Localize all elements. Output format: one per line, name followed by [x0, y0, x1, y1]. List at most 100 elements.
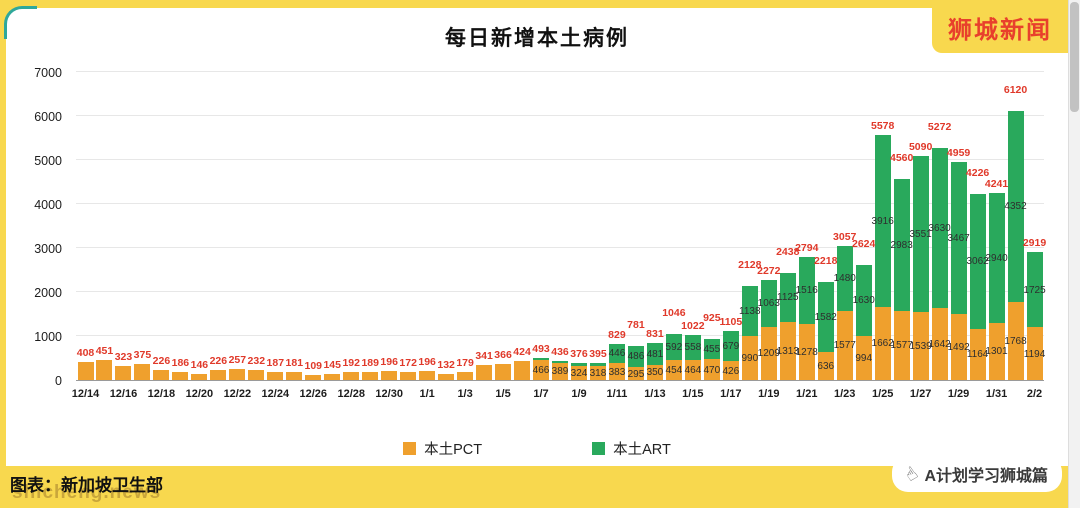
- bar-segment-art: [836, 245, 853, 311]
- bar-art-value-label: 1516: [795, 285, 818, 297]
- scrollbar[interactable]: [1068, 0, 1080, 508]
- bar-1/12: 295 486 781: [627, 319, 645, 380]
- bar-12/14: 408: [77, 347, 94, 380]
- bar-total-label: 375: [133, 348, 152, 361]
- x-axis: 12/14 12/16 12/18 12/20 12/22 12/24 12/26 12/28…: [72, 384, 1044, 406]
- bar-segment-art: [893, 179, 910, 311]
- bar-segment-pct: [172, 371, 189, 380]
- bar-segment-pct: [381, 371, 398, 380]
- scrollbar-thumb[interactable]: [1070, 2, 1079, 112]
- bar-total-label: 2624: [852, 237, 876, 250]
- pointing-hand-icon: ☝: [901, 462, 922, 485]
- bar-12/23: 232: [248, 355, 265, 380]
- bar-1/10: 318 395: [589, 348, 607, 380]
- bar-segment-pct: [684, 359, 701, 380]
- plot-area: 408 451 323 375 226 186 146 226 257 232 187 181 109 1…: [76, 71, 1047, 381]
- bar-segment-art: [798, 257, 815, 324]
- bar-total-label: 341: [475, 350, 493, 362]
- bar-segment-pct: [817, 352, 834, 380]
- bar-total-label: 226: [209, 355, 228, 368]
- bar-total-label: 408: [76, 347, 95, 360]
- bar-1/27: 1539 3551 5090: [909, 141, 932, 380]
- bar-pct-value-label: 1313: [776, 346, 799, 358]
- bar-total-label: 2919: [1022, 236, 1047, 249]
- bar-segment-art: [627, 345, 644, 368]
- bar-pct-value-label: 470: [703, 364, 721, 376]
- x-tick-label: 1/29: [947, 388, 970, 400]
- x-tick-label: 1/7: [533, 388, 549, 400]
- x-tick-label: 1/11: [606, 388, 628, 400]
- bar-segment-art: [874, 134, 891, 307]
- bar-total-label: 186: [171, 356, 190, 369]
- bar-segment-pct: [646, 364, 663, 380]
- bar-pct-value-label: 454: [665, 365, 683, 377]
- bar-pct-value-label: 990: [741, 353, 759, 365]
- bar-pct-value-label: 1164: [966, 349, 989, 361]
- x-tick-label: 12/20: [185, 388, 214, 400]
- bar-segment-pct: [77, 362, 94, 380]
- bar-segment-pct: [627, 367, 644, 380]
- y-tick-label: 0: [55, 374, 62, 388]
- bar-total-label: 925: [703, 312, 721, 325]
- bar-segment-pct: [134, 363, 151, 380]
- bar-segment-pct: [1026, 327, 1043, 380]
- bar-segment-pct: [570, 365, 587, 380]
- bar-1/14: 454 592 1046: [662, 307, 686, 380]
- bar-pct-value-label: 318: [589, 368, 607, 380]
- bar-total-label: 109: [304, 360, 323, 373]
- bar-total-label: 179: [456, 357, 474, 370]
- legend-label: 本土PCT: [424, 442, 483, 458]
- y-tick-label: 3000: [34, 242, 62, 256]
- bar-segment-pct: [798, 323, 815, 380]
- x-tick-label: 1/17: [720, 388, 742, 400]
- bar-segment-art: [722, 331, 739, 362]
- x-tick-label: 1/15: [682, 388, 704, 400]
- chart-credit-text: 图表：新加坡卫生部: [10, 476, 163, 495]
- bar-1/19: 1209 1063 2272: [757, 265, 780, 380]
- bar-1/18: 990 1138 2128: [738, 259, 761, 380]
- bar-total-label: 831: [646, 328, 664, 341]
- bar-segment-art: [760, 280, 777, 327]
- watermark-shicheng-news: shicheng.news: [12, 482, 162, 503]
- bar-segment-pct: [324, 373, 341, 380]
- bar-total-label: 181: [285, 357, 304, 370]
- bar-segment-art: [552, 360, 568, 363]
- bar-segment-pct: [286, 372, 303, 380]
- bar-total-label: 196: [380, 356, 398, 369]
- bar-12/19: 186: [172, 357, 189, 380]
- bar-12/17: 375: [134, 349, 151, 380]
- x-tick-label: 1/25: [871, 388, 894, 400]
- bar-art-value-label: 446: [608, 348, 626, 360]
- y-tick-label: 2000: [34, 286, 62, 300]
- gridline: [76, 159, 1044, 160]
- brand-logo: 狮城新闻: [932, 0, 1068, 53]
- bar-art-value-label: 558: [684, 342, 702, 354]
- bar-1/16: 470 455 925: [703, 312, 721, 380]
- x-tick-label: 12/22: [223, 388, 252, 400]
- bar-art-value-label: 3916: [871, 215, 894, 227]
- y-tick-label: 5000: [34, 154, 62, 168]
- bar-segment-art: [969, 194, 986, 329]
- bar-segment-pct: [608, 363, 625, 380]
- bar-segment-pct: [836, 310, 853, 380]
- bar-total-label: 1046: [662, 306, 686, 319]
- bar-pct-value-label: 350: [646, 367, 664, 379]
- bar-total-label: 132: [437, 359, 455, 372]
- bar-pct-value-label: 1539: [909, 341, 932, 353]
- bar-segment-art: [533, 358, 550, 360]
- bar-segment-art: [912, 156, 929, 313]
- bar-pct-value-label: 1577: [833, 340, 856, 352]
- bar-segment-pct: [267, 371, 284, 380]
- bar-art-value-label: 1125: [777, 292, 799, 304]
- x-tick-label: 1/3: [457, 388, 473, 400]
- legend-item-本土PCT: 本土PCT: [403, 438, 482, 459]
- bar-1/5: 366: [494, 349, 512, 380]
- bar-12/31: 172: [399, 357, 417, 380]
- gridline: [76, 115, 1044, 116]
- bar-1/2: 132: [437, 359, 455, 380]
- bar-total-label: 4241: [984, 178, 1009, 191]
- bar-segment-pct: [779, 322, 796, 380]
- bar-total-label: 192: [342, 356, 360, 369]
- bar-segment-pct: [589, 366, 606, 380]
- bar-pct-value-label: 1642: [928, 338, 951, 350]
